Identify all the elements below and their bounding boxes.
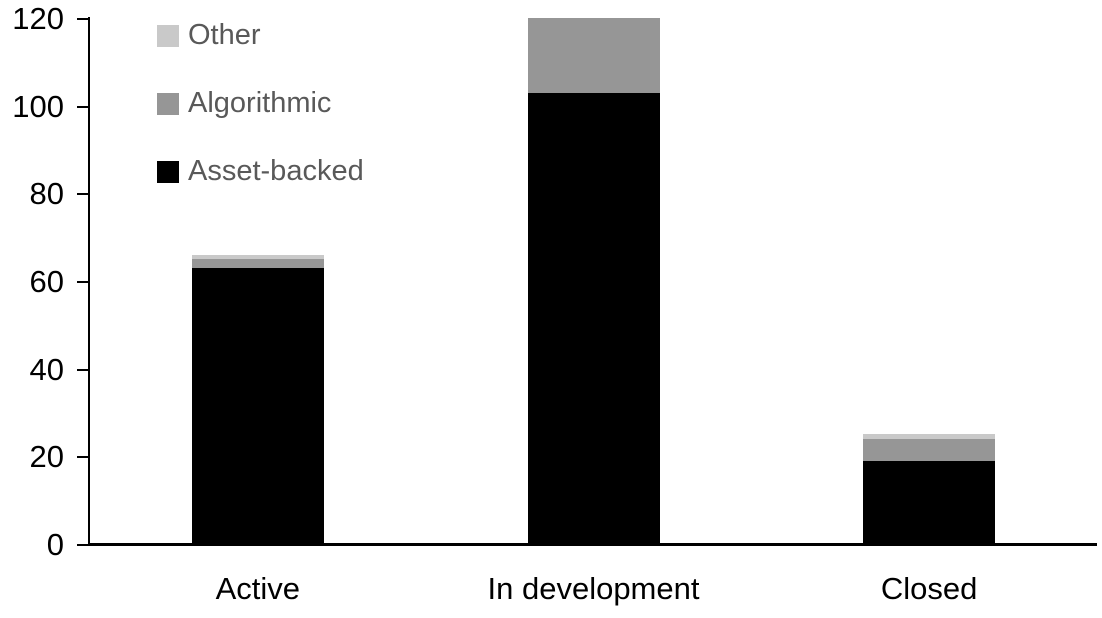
y-tick-mark [77, 368, 89, 371]
legend-swatch-icon [157, 92, 179, 115]
bar-segment-in-development-algorithmic[interactable] [527, 18, 660, 93]
legend-item-algorithmic: Algorithmic [157, 87, 364, 119]
y-tick-mark [77, 544, 89, 546]
y-tick-label: 60 [29, 264, 64, 299]
x-category-label-closed: Closed [880, 571, 978, 606]
bar-segment-closed-other[interactable] [863, 434, 996, 439]
y-tick-mark [77, 281, 89, 283]
y-tick-label: 20 [29, 439, 64, 475]
y-tick-mark [77, 456, 89, 459]
x-category-label-active: Active [215, 571, 301, 606]
bar-segment-active-other[interactable] [191, 254, 324, 260]
bar-segment-closed-algorithmic[interactable] [863, 438, 996, 461]
y-tick-label: 80 [29, 176, 64, 212]
legend-label: Other [188, 19, 261, 51]
y-tick-label: 120 [12, 1, 64, 36]
y-axis-line [88, 17, 90, 546]
legend-swatch-icon [157, 160, 179, 183]
legend-item-other: Other [157, 19, 364, 51]
y-tick-mark [77, 193, 89, 196]
bar-segment-in-development-asset-backed[interactable] [527, 92, 660, 544]
y-tick-label: 0 [46, 527, 64, 562]
y-tick-label: 40 [29, 351, 64, 387]
legend-label: Asset-backed [188, 155, 364, 187]
legend-label: Algorithmic [188, 87, 332, 119]
y-tick-mark [77, 105, 89, 108]
x-axis-line [88, 543, 1097, 546]
y-tick-mark [77, 18, 89, 20]
bar-segment-active-algorithmic[interactable] [191, 259, 324, 268]
legend-swatch-icon [157, 24, 179, 47]
x-category-label-in-development: In development [487, 571, 700, 606]
y-tick-label: 100 [12, 88, 64, 124]
legend-item-asset-backed: Asset-backed [157, 155, 364, 187]
bar-segment-active-asset-backed[interactable] [191, 267, 324, 544]
legend: Other Algorithmic Asset-backed [157, 19, 364, 228]
bar-segment-closed-asset-backed[interactable] [863, 460, 996, 544]
